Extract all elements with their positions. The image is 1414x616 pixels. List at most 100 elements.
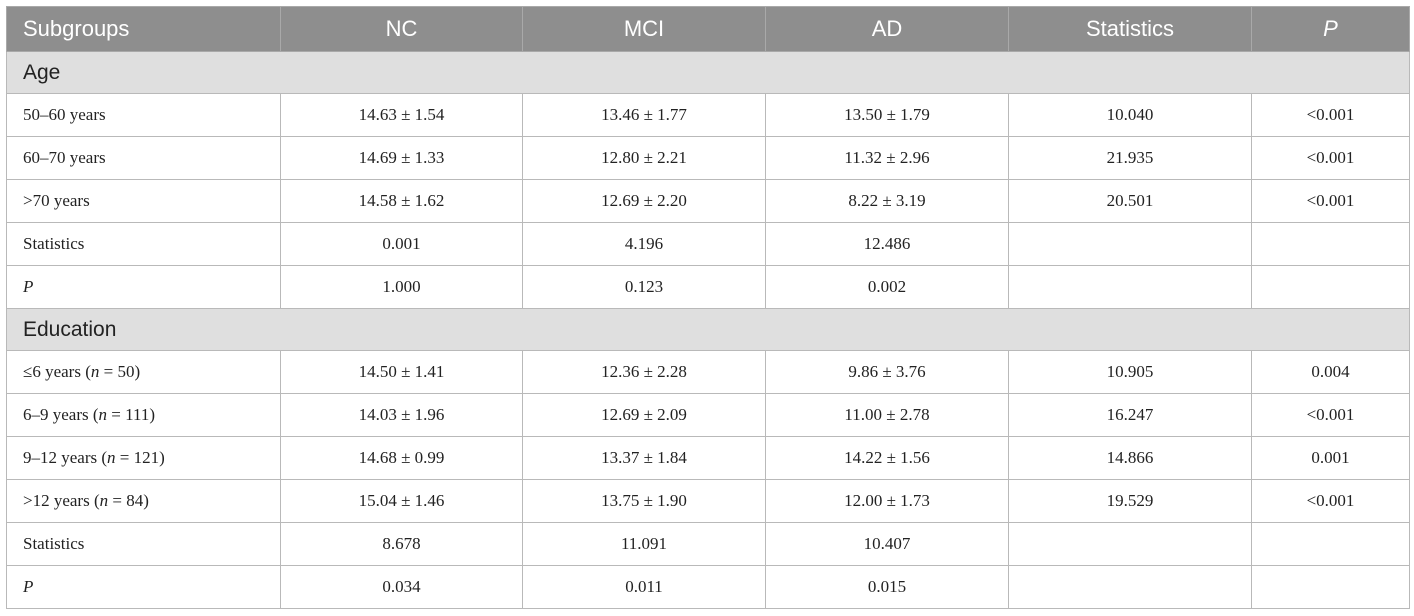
row-label: Statistics — [6, 222, 281, 266]
table-row: >70 years 14.58 ± 1.62 12.69 ± 2.20 8.22 ± … — [6, 179, 1410, 223]
row-label: ≤6 years (n = 50) — [6, 350, 281, 394]
header-mci: MCI — [522, 6, 766, 52]
row-label: 9–12 years (n = 121) — [6, 436, 281, 480]
row-label: P — [6, 565, 281, 609]
cell-nc: 14.50 ± 1.41 — [280, 350, 523, 394]
row-label-text: Statistics — [23, 534, 85, 553]
header-ad: AD — [765, 6, 1009, 52]
cell-p: 0.004 — [1251, 350, 1410, 394]
cell-nc: 0.034 — [280, 565, 523, 609]
cell-mci: 13.46 ± 1.77 — [522, 93, 766, 137]
sample-size-value: 50 — [117, 362, 135, 381]
row-label: >70 years — [6, 179, 281, 223]
section-title: Age — [6, 51, 1410, 94]
cell-ad: 12.486 — [765, 222, 1009, 266]
cell-p: <0.001 — [1251, 479, 1410, 523]
cell-mci: 13.37 ± 1.84 — [522, 436, 766, 480]
cell-nc: 14.58 ± 1.62 — [280, 179, 523, 223]
cell-mci: 13.75 ± 1.90 — [522, 479, 766, 523]
cell-mci: 0.011 — [522, 565, 766, 609]
row-label-text: ≤6 years — [23, 362, 81, 381]
cell-mci: 12.80 ± 2.21 — [522, 136, 766, 180]
table-body: Age 50–60 years 14.63 ± 1.54 13.46 ± 1.77 13… — [6, 51, 1410, 609]
row-sample-size: (n = 111) — [88, 405, 156, 424]
cell-p: <0.001 — [1251, 179, 1410, 223]
section-row-education: Education — [6, 308, 1410, 351]
row-label-text: 60–70 years — [23, 148, 106, 167]
header-subgroups: Subgroups — [6, 6, 281, 52]
cell-statistics — [1008, 265, 1252, 309]
cell-p — [1251, 565, 1410, 609]
cell-mci: 4.196 — [522, 222, 766, 266]
sample-size-value: 84 — [126, 491, 144, 510]
cell-statistics: 21.935 — [1008, 136, 1252, 180]
table-row: 6–9 years (n = 111) 14.03 ± 1.96 12.69 ± 2… — [6, 393, 1410, 437]
row-label: >12 years (n = 84) — [6, 479, 281, 523]
cell-statistics — [1008, 222, 1252, 266]
table-row: Statistics 8.678 11.091 10.407 — [6, 522, 1410, 566]
cell-mci: 11.091 — [522, 522, 766, 566]
cell-statistics — [1008, 565, 1252, 609]
row-label-text: 9–12 years — [23, 448, 98, 467]
cell-statistics: 10.040 — [1008, 93, 1252, 137]
table-row: >12 years (n = 84) 15.04 ± 1.46 13.75 ± 1.… — [6, 479, 1410, 523]
cell-p — [1251, 265, 1410, 309]
cell-p: <0.001 — [1251, 93, 1410, 137]
cell-nc: 15.04 ± 1.46 — [280, 479, 523, 523]
row-label: P — [6, 265, 281, 309]
row-label: 60–70 years — [6, 136, 281, 180]
cell-ad: 13.50 ± 1.79 — [765, 93, 1009, 137]
cell-statistics: 10.905 — [1008, 350, 1252, 394]
row-sample-size: (n = 121) — [97, 448, 165, 467]
sample-size-value: 121 — [133, 448, 160, 467]
row-label: 6–9 years (n = 111) — [6, 393, 281, 437]
row-label-text: P — [23, 277, 34, 296]
header-row: Subgroups NC MCI AD Statistics P — [6, 6, 1410, 52]
cell-ad: 14.22 ± 1.56 — [765, 436, 1009, 480]
cell-mci: 12.69 ± 2.20 — [522, 179, 766, 223]
section-title: Education — [6, 308, 1410, 351]
subgroup-table: Subgroups NC MCI AD Statistics P Age 50–6… — [6, 6, 1410, 609]
section-row-age: Age — [6, 51, 1410, 94]
header-nc: NC — [280, 6, 523, 52]
table-row: P 1.000 0.123 0.002 — [6, 265, 1410, 309]
row-label: Statistics — [6, 522, 281, 566]
cell-statistics: 16.247 — [1008, 393, 1252, 437]
cell-ad: 9.86 ± 3.76 — [765, 350, 1009, 394]
cell-p — [1251, 222, 1410, 266]
row-sample-size: (n = 84) — [89, 491, 149, 510]
table-row: 50–60 years 14.63 ± 1.54 13.46 ± 1.77 13.50… — [6, 93, 1410, 137]
row-label-text: >70 years — [23, 191, 90, 210]
row-label-text: 6–9 years — [23, 405, 89, 424]
table-row: 9–12 years (n = 121) 14.68 ± 0.99 13.37 ± … — [6, 436, 1410, 480]
cell-nc: 1.000 — [280, 265, 523, 309]
row-label-text: P — [23, 577, 34, 596]
cell-p: <0.001 — [1251, 393, 1410, 437]
row-label-text: Statistics — [23, 234, 85, 253]
cell-nc: 14.63 ± 1.54 — [280, 93, 523, 137]
cell-ad: 12.00 ± 1.73 — [765, 479, 1009, 523]
cell-mci: 12.36 ± 2.28 — [522, 350, 766, 394]
row-label-text: >12 years — [23, 491, 90, 510]
cell-statistics — [1008, 522, 1252, 566]
cell-ad: 11.00 ± 2.78 — [765, 393, 1009, 437]
cell-p: 0.001 — [1251, 436, 1410, 480]
cell-ad: 0.002 — [765, 265, 1009, 309]
header-p: P — [1251, 6, 1410, 52]
cell-p — [1251, 522, 1410, 566]
cell-p: <0.001 — [1251, 136, 1410, 180]
row-sample-size: (n = 50) — [80, 362, 141, 381]
sample-size-value: 111 — [125, 405, 150, 424]
cell-statistics: 19.529 — [1008, 479, 1252, 523]
cell-statistics: 14.866 — [1008, 436, 1252, 480]
cell-ad: 8.22 ± 3.19 — [765, 179, 1009, 223]
cell-ad: 0.015 — [765, 565, 1009, 609]
table-row: 60–70 years 14.69 ± 1.33 12.80 ± 2.21 11.32… — [6, 136, 1410, 180]
table-header: Subgroups NC MCI AD Statistics P — [6, 6, 1410, 52]
row-label: 50–60 years — [6, 93, 281, 137]
table-row: ≤6 years (n = 50) 14.50 ± 1.41 12.36 ± 2.2… — [6, 350, 1410, 394]
cell-nc: 14.69 ± 1.33 — [280, 136, 523, 180]
table-row: Statistics 0.001 4.196 12.486 — [6, 222, 1410, 266]
cell-nc: 0.001 — [280, 222, 523, 266]
